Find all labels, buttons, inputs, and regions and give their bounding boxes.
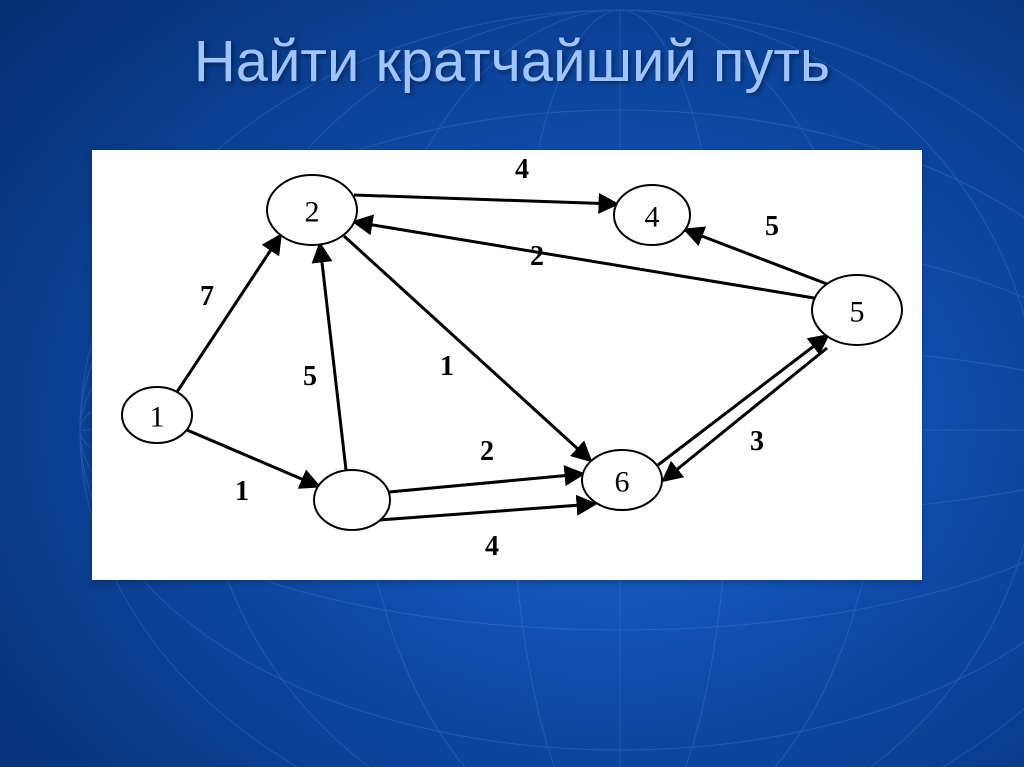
node-label-1: 1 <box>150 401 165 434</box>
edge-weight-5-4: 5 <box>765 211 779 242</box>
edge-weight-5-2: 2 <box>530 241 544 272</box>
node-label-5: 5 <box>850 296 865 329</box>
edge-weight-1-2: 7 <box>200 281 214 312</box>
node-label-6: 6 <box>615 466 630 499</box>
edge-1-3 <box>187 430 318 486</box>
edge-3-6 <box>389 474 582 492</box>
edge-2-4 <box>354 195 616 204</box>
edge-2-6 <box>344 236 590 460</box>
node-label-2: 2 <box>305 196 320 229</box>
edge-weight-3-2: 5 <box>303 361 317 392</box>
graph-svg: 1 2 4 5 6 7 1 5 4 2 5 1 2 4 3 <box>92 150 922 580</box>
edge-weight-6-5: 3 <box>750 426 764 457</box>
edge-weight-1-3: 1 <box>235 476 249 507</box>
edge-5-4 <box>686 230 827 284</box>
edge-5-2 <box>355 222 814 298</box>
node-label-4: 4 <box>645 201 660 234</box>
graph-diagram: 1 2 4 5 6 7 1 5 4 2 5 1 2 4 3 <box>92 150 922 580</box>
edge-weight-3-6: 2 <box>480 436 494 467</box>
edge-6-5b <box>664 348 827 480</box>
edge-weight-2-4: 4 <box>515 154 529 185</box>
edge-weight-3-6b: 4 <box>485 531 499 562</box>
edge-6-5 <box>658 336 827 465</box>
edge-3-2 <box>320 245 346 470</box>
node-3 <box>314 470 390 530</box>
edge-1-2 <box>177 236 280 392</box>
slide-title: Найти кратчайший путь <box>0 28 1024 95</box>
slide: Найти кратчайший путь 1 2 4 5 6 7 1 5 4 2 5 1 2 4 3 <box>0 0 1024 767</box>
edge-weight-2-6: 1 <box>440 351 454 382</box>
edge-3-6b <box>380 504 594 520</box>
